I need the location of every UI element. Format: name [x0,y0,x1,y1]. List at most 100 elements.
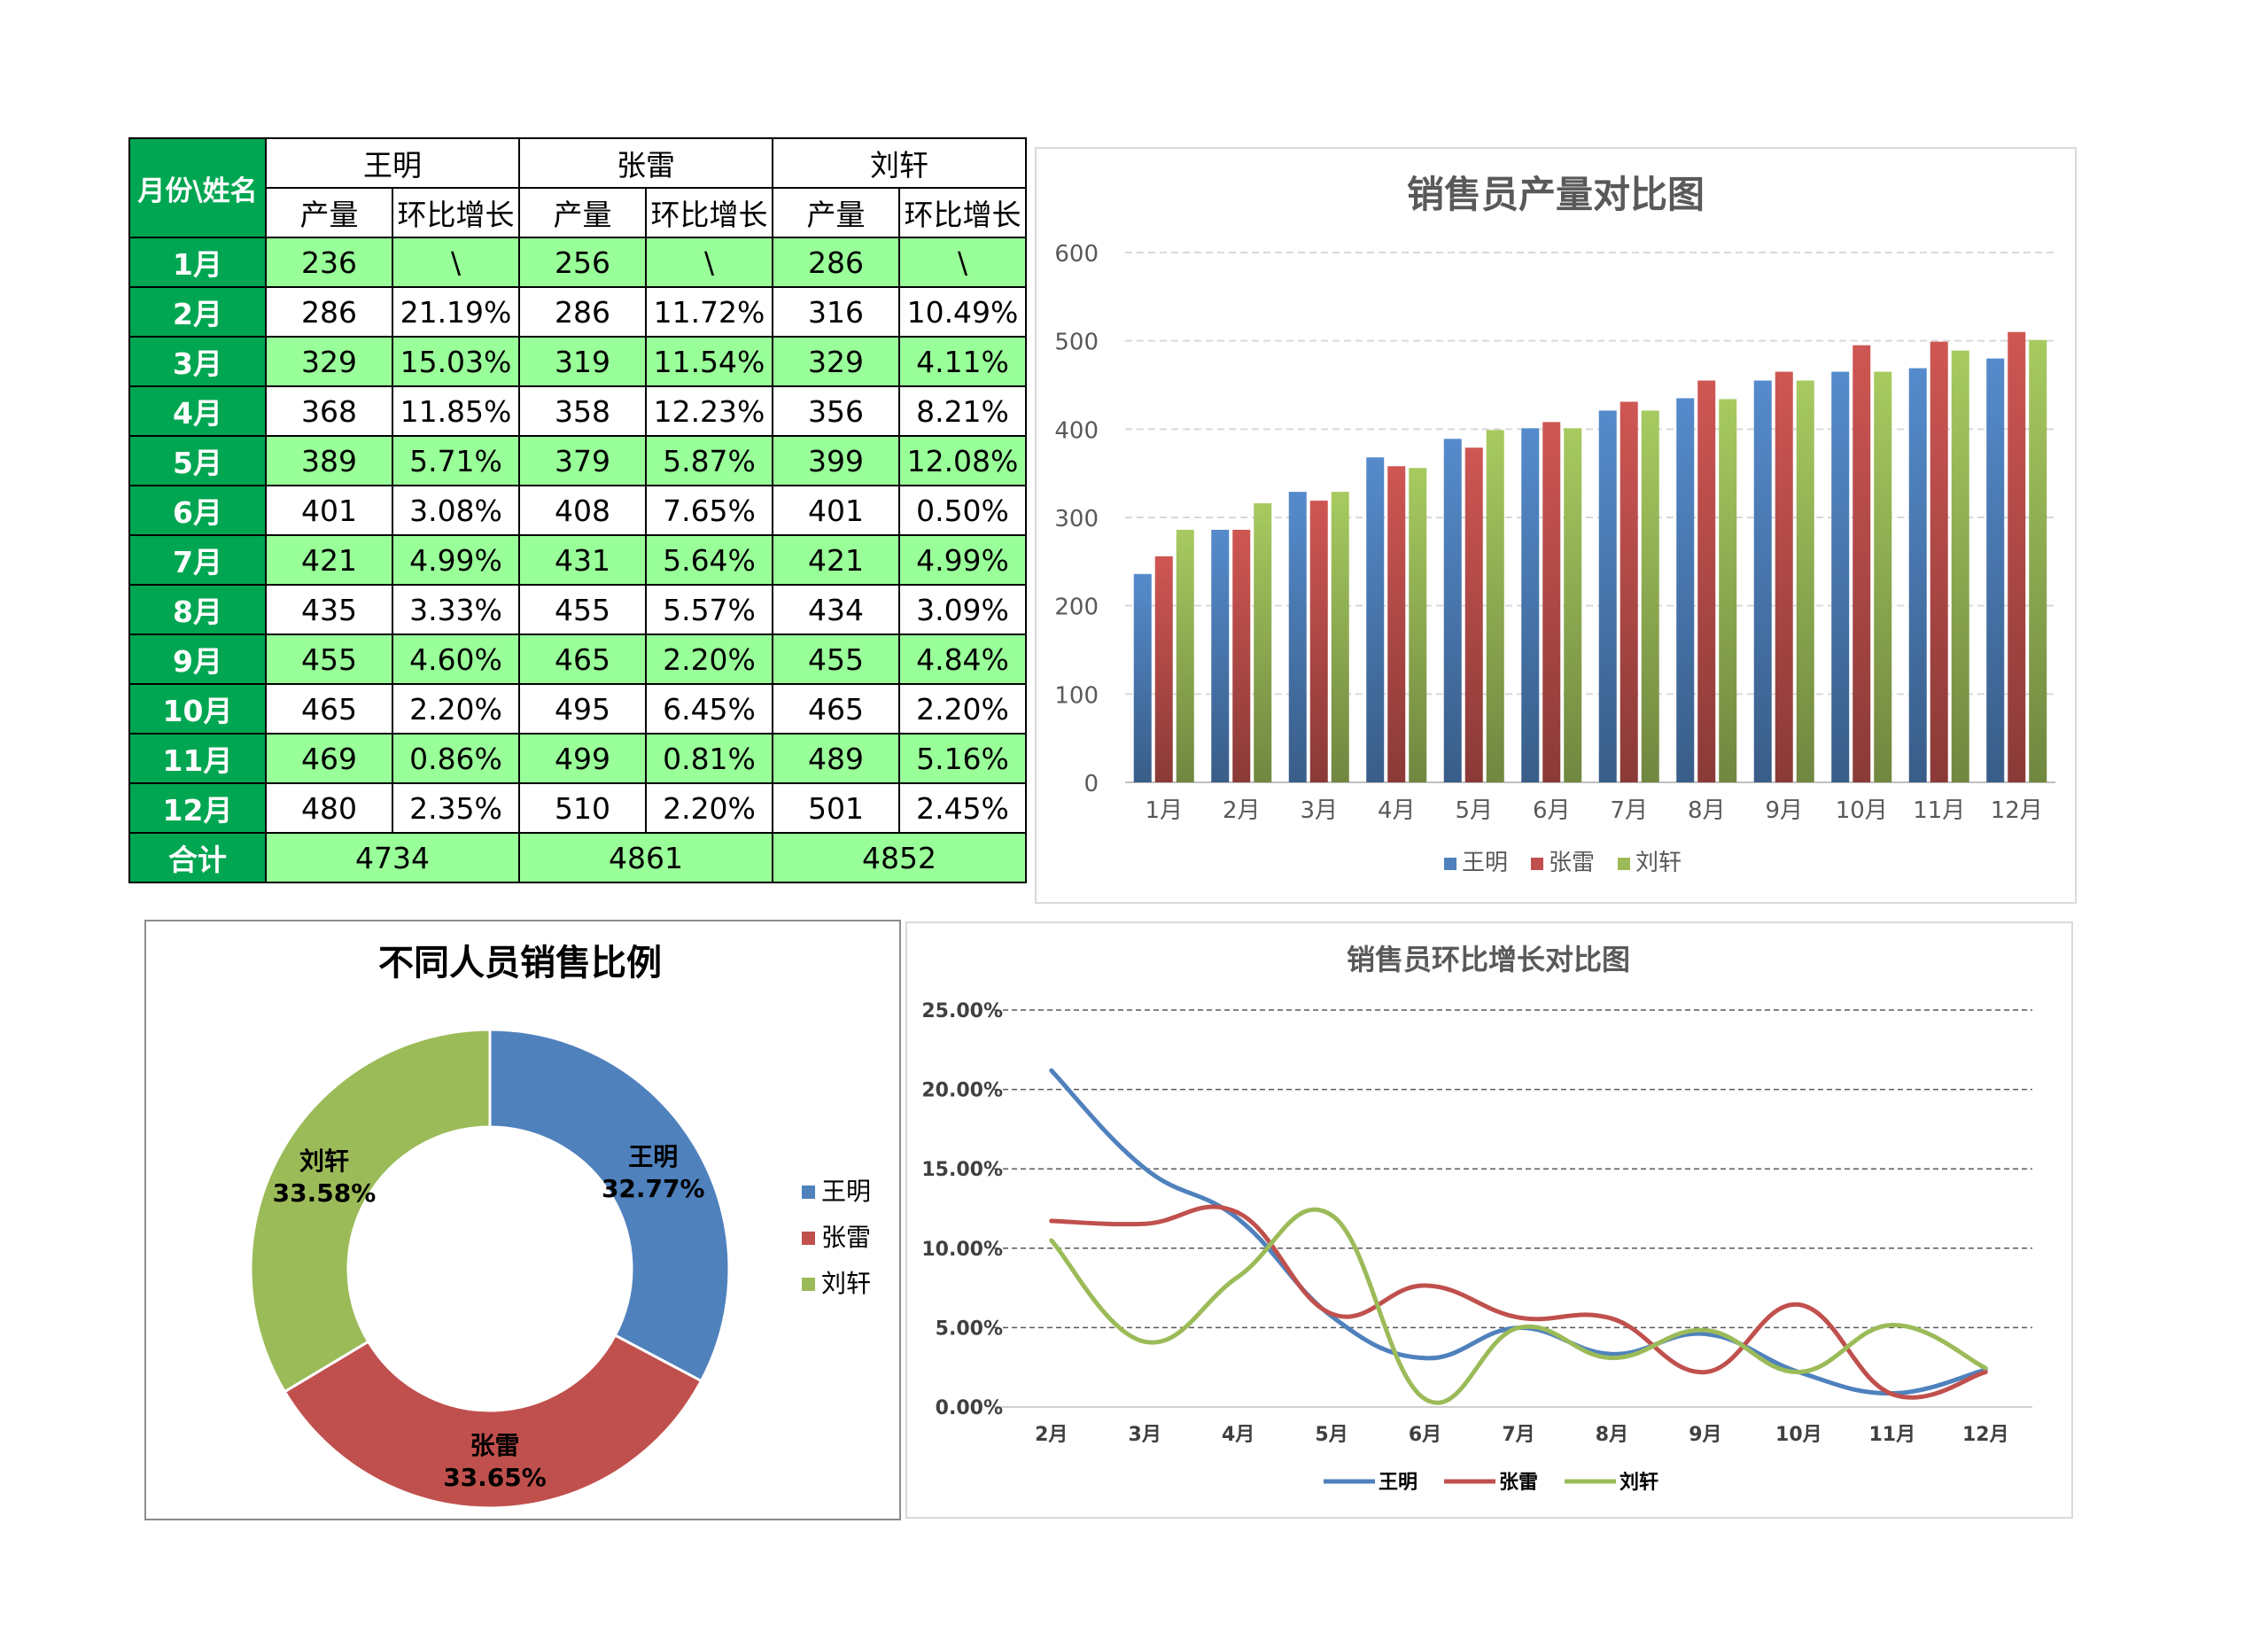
total-cell: 4852 [772,832,1027,883]
table-cell: 379 [518,435,647,486]
month-label: 3月 [128,336,267,387]
bar-chart-panel: 销售员产量对比图 0 100 200 300 400 500 600 1月 2月 3月 4月 5月 6月 7… [1035,147,2077,904]
x-tick-label: 2月 [1223,797,1261,824]
x-tick-label: 12月 [1962,1424,2009,1446]
table-cell: 358 [518,385,647,437]
month-label: 1月 [128,237,267,288]
legend-swatch [1531,858,1543,870]
table-row: 4月 368 11.85% 358 12.23% 356 8.21% [128,385,1027,437]
table-cell: 3.09% [898,584,1027,635]
table-row: 5月 389 5.71% 379 5.87% 399 12.08% [128,435,1027,486]
table-cell: 4.60% [392,634,520,685]
legend-label: 刘轩 [1635,850,1682,876]
bar-王明 [1986,358,2005,782]
legend-label: 张雷 [1549,850,1595,876]
table-cell: 465 [518,634,647,685]
x-tick-label: 4月 [1378,797,1416,824]
bar-刘轩 [1874,371,1892,782]
table-row: 3月 329 15.03% 319 11.54% 329 4.11% [128,336,1027,387]
table-cell: 12.08% [898,435,1027,486]
table-cell: 495 [518,683,647,735]
month-label: 7月 [128,534,267,586]
table-cell: 15.03% [392,336,520,387]
table-cell: 3.08% [392,485,520,536]
y-tick-label: 0 [1084,771,1099,797]
subheader-growth: 环比增长 [898,187,1027,238]
table-cell: 399 [772,435,900,486]
legend-label: 刘轩 [821,1269,871,1298]
bar-张雷 [1775,371,1793,782]
x-tick-label: 9月 [1765,797,1803,824]
x-tick-label: 6月 [1409,1424,1441,1446]
table-cell: 12.23% [645,385,773,437]
table-row: 11月 469 0.86% 499 0.81% 489 5.16% [128,733,1027,784]
table-cell: 286 [265,286,393,338]
x-tick-label: 9月 [1689,1424,1721,1446]
bar-刘轩 [1254,503,1272,782]
x-tick-label: 3月 [1300,797,1338,824]
bar-刘轩 [1176,529,1194,782]
table-row: 2月 286 21.19% 286 11.72% 316 10.49% [128,286,1027,338]
table-body: 月份\姓名 王明 张雷 刘轩 产量 环比增长 产量 环比增长 产量 环比增长 1月 236 \ 256 \ 2… [128,137,1027,883]
bar-张雷 [1464,447,1483,782]
person-header: 刘轩 [772,137,1027,189]
legend-label: 张雷 [1499,1472,1538,1494]
y-tick-label: 600 [1054,241,1099,268]
bar-刘轩 [1409,468,1427,782]
y-tick-label: 5.00% [936,1318,1003,1340]
table-cell: 329 [772,336,900,387]
line-chart: 销售员环比增长对比图 0.00% 5.00% 10.00% 15.00% 20.00% 25… [921,943,2032,1494]
table-header-row: 月份\姓名 王明 张雷 刘轩 [128,137,1027,238]
table-cell: 5.71% [392,435,520,486]
month-label: 10月 [128,683,267,735]
slice-percent-label: 33.65% [443,1463,547,1492]
legend-label: 王明 [821,1177,871,1206]
y-tick-label: 300 [1054,506,1099,532]
table-cell: 489 [772,733,900,784]
table-cell: 0.50% [898,485,1027,536]
bar-张雷 [1309,501,1328,782]
subheader-output: 产量 [518,187,647,238]
x-tick-label: 10月 [1775,1424,1822,1446]
slice-percent-label: 32.77% [602,1174,705,1203]
x-tick-label: 5月 [1315,1424,1348,1446]
bar-王明 [1288,492,1307,782]
bar-刘轩 [1719,399,1737,782]
slice-percent-label: 33.58% [273,1178,377,1208]
table-cell: 4.84% [898,634,1027,685]
x-tick-label: 7月 [1610,797,1648,824]
table-cell: 368 [265,385,393,437]
month-label: 5月 [128,435,267,486]
table-cell: 10.49% [898,286,1027,338]
table-cell: 455 [772,634,900,685]
table-cell: 501 [772,782,900,834]
table-cell: 469 [265,733,393,784]
bar-王明 [1521,428,1540,782]
table-cell: 3.33% [392,584,520,635]
bar-王明 [1366,457,1385,782]
table-cell: 286 [772,237,900,288]
table-cell: 510 [518,782,647,834]
table-cell: 401 [772,485,900,536]
x-tick-label: 2月 [1035,1424,1068,1446]
y-tick-label: 100 [1054,682,1099,709]
table-cell: 431 [518,534,647,586]
legend-swatch [802,1232,815,1245]
sales-table: 月份\姓名 王明 张雷 刘轩 产量 环比增长 产量 环比增长 产量 环比增长 1月 236 \ 256 \ 2… [128,137,1027,883]
table-cell: 465 [265,683,393,735]
month-label: 2月 [128,286,267,338]
table-cell: 2.20% [645,782,773,834]
bar-王明 [1443,439,1462,782]
subheader-growth: 环比增长 [645,187,773,238]
table-cell: \ [898,237,1027,288]
table-cell: 4.11% [898,336,1027,387]
bar-王明 [1676,398,1695,782]
bar-王明 [1753,380,1772,782]
donut-slice-王明 [488,1028,731,1383]
bar-张雷 [1852,345,1871,782]
month-label: 11月 [128,733,267,784]
table-total-row: 合计 4734 4861 4852 [128,832,1027,883]
table-cell: 11.85% [392,385,520,437]
bar-张雷 [1619,401,1638,782]
table-cell: 401 [265,485,393,536]
